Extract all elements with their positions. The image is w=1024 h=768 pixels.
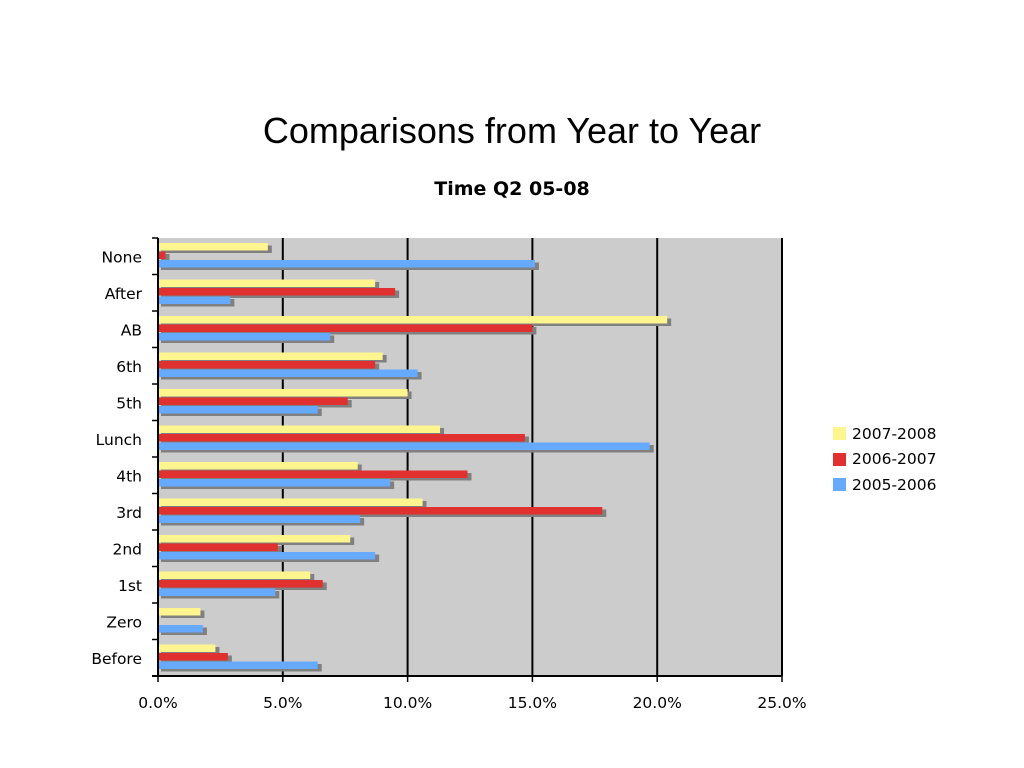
legend-swatch-2007-2008 [833,427,846,441]
bar-2007-2008 [158,644,216,652]
bar-2007-2008 [158,279,376,287]
bar-2006-2007 [158,361,376,369]
bar-2006-2007 [158,543,278,551]
bar-2007-2008 [158,535,351,543]
y-tick-label: Before [91,650,142,668]
bar-2005-2006 [158,661,318,669]
bar-2005-2006 [158,479,391,487]
bar-2006-2007 [158,288,396,296]
y-tick-label: 6th [116,358,142,376]
bar-2005-2006 [158,406,318,414]
bar-2005-2006 [158,552,376,560]
y-tick-label: After [105,285,143,303]
x-tick-label: 15.0% [508,694,557,712]
bar-2005-2006 [158,296,231,304]
legend-swatch-2005-2006 [833,478,846,492]
y-tick-label: None [102,248,142,266]
plot-area [158,238,782,676]
bar-2005-2006 [158,588,276,596]
x-tick-label: 25.0% [757,694,806,712]
bar-2006-2007 [158,470,468,478]
bar-2006-2007 [158,434,525,442]
legend-label: 2007-2008 [852,424,937,443]
bar-2006-2007 [158,653,228,661]
legend-label: 2006-2007 [852,450,937,469]
bar-2006-2007 [158,251,166,259]
x-tick-label: 5.0% [263,694,302,712]
bar-2007-2008 [158,462,358,470]
bar-2007-2008 [158,316,668,324]
y-tick-label: 4th [116,467,142,485]
legend-item: 2005-2006 [833,472,937,498]
bar-2005-2006 [158,515,361,523]
legend-label: 2005-2006 [852,475,937,494]
y-tick-label: AB [121,321,142,339]
y-tick-label: Zero [106,613,142,631]
x-tick-label: 10.0% [383,694,432,712]
bar-2006-2007 [158,580,323,588]
bar-2005-2006 [158,260,535,268]
bar-2007-2008 [158,608,201,616]
bar-2007-2008 [158,425,441,433]
x-tick-label: 20.0% [633,694,682,712]
chart-legend: 2007-2008 2006-2007 2005-2006 [833,421,937,498]
bar-2007-2008 [158,571,311,579]
x-tick-label: 0.0% [138,694,177,712]
legend-swatch-2006-2007 [833,452,846,466]
bar-2006-2007 [158,397,348,405]
bar-2006-2007 [158,507,603,515]
bar-2005-2006 [158,333,331,341]
bar-2005-2006 [158,625,203,633]
y-tick-label: 2nd [112,540,142,558]
legend-item: 2007-2008 [833,421,937,447]
page-title: Comparisons from Year to Year [262,110,762,151]
legend-item: 2006-2007 [833,447,937,473]
y-tick-label: 3rd [116,504,142,522]
y-tick-label: 1st [118,577,142,595]
bar-2007-2008 [158,352,383,360]
bar-2007-2008 [158,389,408,397]
y-tick-label: Lunch [96,431,142,449]
bar-2007-2008 [158,243,268,251]
bar-2005-2006 [158,369,418,377]
bar-2006-2007 [158,324,533,332]
bar-2005-2006 [158,442,650,450]
chart-title: Time Q2 05-08 [434,178,590,200]
y-tick-label: 5th [116,394,142,412]
bar-2007-2008 [158,498,423,506]
